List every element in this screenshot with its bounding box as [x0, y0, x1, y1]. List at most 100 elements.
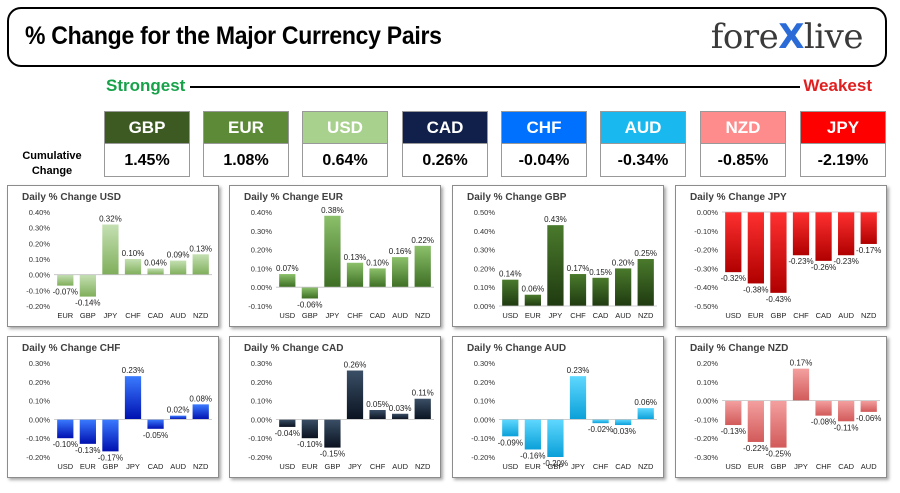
y-tick-label: 0.10%: [474, 283, 496, 292]
y-tick-label: -0.30%: [694, 264, 718, 273]
bar-nzd: [192, 404, 209, 420]
bar-chart: 0.00% 0.10% 0.20% 0.30% 0.40% 0.50% 0.14% USD 0.…: [474, 208, 657, 320]
x-tick-label: CHF: [370, 462, 386, 471]
currency-box-gbp: GBP 1.45%: [104, 111, 190, 177]
chart-title: Daily % Change AUD: [467, 343, 567, 354]
data-label: -0.13%: [721, 427, 746, 436]
bar-gbp: [79, 274, 96, 297]
x-tick-label: AUD: [392, 311, 408, 320]
y-tick-label: 0.20%: [251, 246, 273, 255]
y-tick-label: -0.10%: [26, 434, 50, 443]
cumulative-change-value: 1.45%: [124, 151, 170, 169]
x-tick-label: NZD: [638, 311, 654, 320]
cumulative-change-label: Cumulative Change: [22, 150, 82, 177]
bar-jpy: [346, 370, 364, 420]
x-tick-label: CAD: [615, 462, 631, 471]
data-label: -0.02%: [588, 425, 613, 434]
title-banner: % Change for the Major Currency Pairs fo…: [7, 7, 887, 67]
bar-aud: [170, 415, 187, 420]
x-tick-label: CAD: [593, 311, 609, 320]
y-tick-label: 0.10%: [697, 378, 719, 387]
data-label: -0.17%: [98, 453, 123, 462]
x-tick-label: CAD: [148, 462, 164, 471]
cumulative-change-value: 1.08%: [223, 151, 269, 169]
bar-chart: -0.20% -0.10% 0.00% 0.10% 0.20% 0.30% -0.04% US…: [248, 359, 434, 471]
data-label: -0.23%: [833, 257, 858, 266]
y-tick-label: 0.00%: [251, 283, 273, 292]
y-tick-label: 0.00%: [29, 271, 51, 280]
bar-eur: [524, 419, 541, 450]
bar-cad: [815, 212, 832, 261]
y-tick-label: 0.00%: [474, 302, 496, 311]
x-tick-label: JPY: [348, 462, 362, 471]
y-tick-label: -0.20%: [248, 453, 272, 462]
bar-chf: [346, 262, 364, 288]
y-tick-label: -0.10%: [471, 434, 495, 443]
cumulative-change-value: -0.34%: [617, 151, 669, 169]
x-tick-label: CAD: [370, 311, 386, 320]
data-label: -0.20%: [543, 459, 568, 468]
bar-aud: [615, 268, 632, 306]
y-tick-label: 0.30%: [251, 359, 273, 368]
bar-usd: [279, 274, 296, 288]
bar-gbp: [770, 400, 787, 448]
x-tick-label: NZD: [415, 462, 431, 471]
bar-cad: [147, 419, 164, 429]
x-tick-label: NZD: [193, 462, 209, 471]
y-tick-label: -0.40%: [694, 283, 718, 292]
data-label: 0.32%: [99, 215, 122, 224]
x-tick-label: EUR: [302, 462, 318, 471]
y-tick-label: -0.30%: [694, 453, 718, 462]
x-tick-label: EUR: [80, 462, 96, 471]
x-tick-label: AUD: [170, 311, 186, 320]
bar-chart: -0.20% -0.10% 0.00% 0.10% 0.20% 0.30% -0.09% US…: [471, 359, 657, 471]
bar-chf: [569, 274, 587, 306]
bar-eur: [79, 419, 96, 444]
data-label: 0.38%: [321, 206, 344, 215]
bar-chf: [815, 400, 832, 416]
bar-nzd: [860, 212, 877, 244]
data-label: 0.06%: [634, 398, 657, 407]
y-tick-label: 0.20%: [474, 378, 496, 387]
x-tick-label: JPY: [104, 311, 118, 320]
bar-chart: -0.10% 0.00% 0.10% 0.20% 0.30% 0.40% 0.07% USD-…: [248, 206, 434, 320]
data-label: 0.06%: [522, 285, 545, 294]
data-label: 0.25%: [634, 249, 657, 258]
data-label: 0.10%: [366, 258, 389, 267]
data-label: -0.22%: [743, 444, 768, 453]
x-tick-label: CAD: [816, 311, 832, 320]
bar-eur: [747, 212, 764, 284]
chart-panel-usd: Daily % Change USD -0.20% -0.10% 0.00% 0.10%…: [7, 185, 219, 327]
currency-code: CAD: [403, 112, 487, 144]
x-tick-label: CHF: [570, 311, 586, 320]
y-tick-label: 0.30%: [251, 227, 273, 236]
bar-usd: [502, 279, 519, 306]
bar-jpy: [124, 376, 142, 420]
y-tick-label: -0.20%: [26, 302, 50, 311]
x-tick-label: GBP: [771, 311, 787, 320]
data-label: 0.05%: [366, 400, 389, 409]
bar-chf: [124, 259, 142, 275]
bar-gbp: [301, 287, 318, 299]
data-label: 0.03%: [389, 404, 412, 413]
chart-panel-cad: Daily % Change CAD -0.20% -0.10% 0.00% 0.10%…: [229, 336, 441, 478]
x-tick-label: USD: [279, 462, 295, 471]
currency-box-chf: CHF -0.04%: [501, 111, 587, 177]
y-tick-label: 0.20%: [29, 378, 51, 387]
chart-title: Daily % Change NZD: [690, 343, 789, 354]
data-label: 0.09%: [167, 251, 190, 260]
bar-gbp: [770, 212, 787, 293]
data-label: -0.10%: [53, 440, 78, 449]
x-tick-label: NZD: [415, 311, 431, 320]
x-tick-label: GBP: [302, 311, 318, 320]
y-tick-label: 0.10%: [251, 264, 273, 273]
data-label: 0.43%: [544, 215, 567, 224]
y-tick-label: 0.50%: [474, 208, 496, 217]
data-label: -0.13%: [75, 446, 100, 455]
x-tick-label: GBP: [325, 462, 341, 471]
bar-aud: [392, 257, 409, 288]
page-title: % Change for the Major Currency Pairs: [25, 22, 442, 50]
bar-usd: [725, 400, 742, 426]
y-tick-label: -0.10%: [248, 434, 272, 443]
cumulative-change-value: -0.04%: [518, 151, 570, 169]
